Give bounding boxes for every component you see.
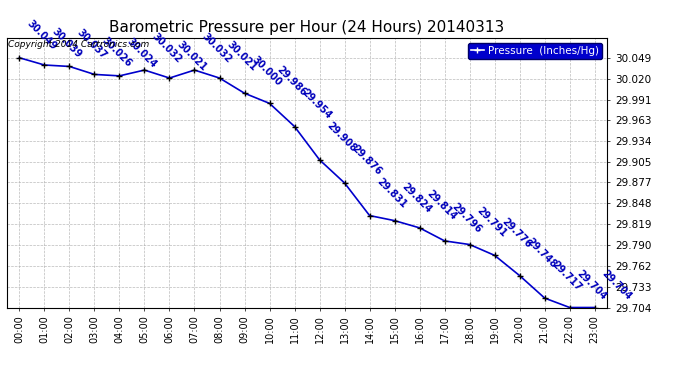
Text: 30.032: 30.032 [200,31,234,64]
Text: Copyright 2014 Cartronics.com: Copyright 2014 Cartronics.com [8,40,149,49]
Text: 29.791: 29.791 [475,206,509,239]
Text: 29.776: 29.776 [500,216,534,250]
Text: 30.039: 30.039 [50,26,83,60]
Text: 30.026: 30.026 [100,35,134,69]
Text: 29.908: 29.908 [325,121,359,154]
Text: 30.024: 30.024 [125,37,159,70]
Title: Barometric Pressure per Hour (24 Hours) 20140313: Barometric Pressure per Hour (24 Hours) … [110,20,504,35]
Text: 29.704: 29.704 [575,268,609,302]
Text: 29.824: 29.824 [400,182,434,215]
Text: 29.954: 29.954 [300,87,334,121]
Text: 29.748: 29.748 [525,236,559,270]
Text: 29.876: 29.876 [350,144,384,177]
Legend: Pressure  (Inches/Hg): Pressure (Inches/Hg) [468,43,602,59]
Text: 29.704: 29.704 [600,268,634,302]
Text: 29.717: 29.717 [550,259,584,292]
Text: 30.032: 30.032 [150,31,184,64]
Text: 30.021: 30.021 [225,39,259,72]
Text: 29.796: 29.796 [450,202,484,236]
Text: 30.021: 30.021 [175,39,208,72]
Text: 30.037: 30.037 [75,27,108,61]
Text: 30.049: 30.049 [25,19,59,52]
Text: 29.986: 29.986 [275,64,308,98]
Text: 30.000: 30.000 [250,54,284,88]
Text: 29.814: 29.814 [425,189,459,222]
Text: 29.831: 29.831 [375,176,408,210]
